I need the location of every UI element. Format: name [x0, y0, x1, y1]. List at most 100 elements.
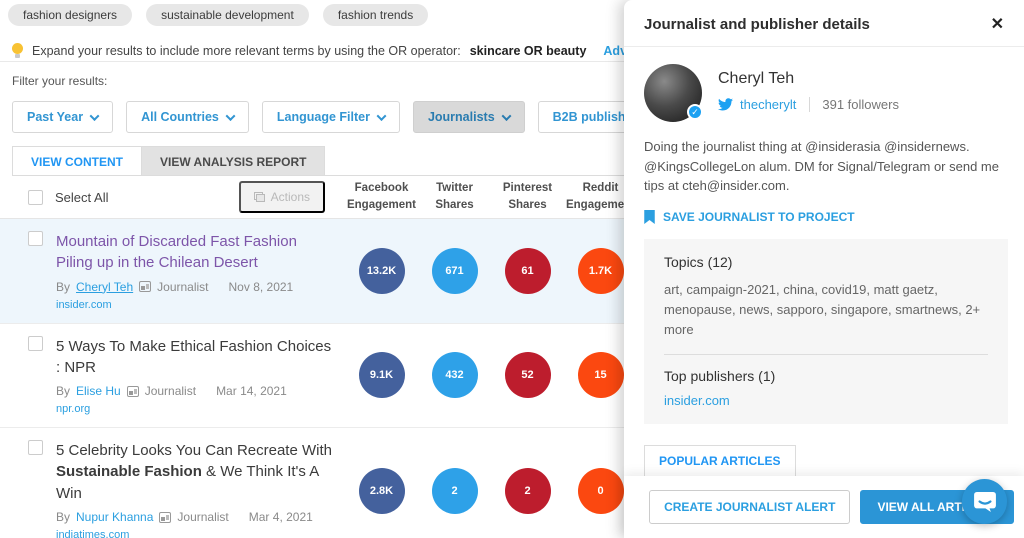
- article-title[interactable]: 5 Ways To Make Ethical Fashion Choices :…: [56, 337, 332, 376]
- filter-language[interactable]: Language Filter: [261, 101, 400, 133]
- facebook-engagement-bubble: 2.8K: [358, 467, 405, 514]
- tip-text: Expand your results to include more rele…: [32, 43, 461, 58]
- author-link[interactable]: Elise Hu: [76, 384, 121, 399]
- article-row: 5 Celebrity Looks You Can Recreate With …: [0, 428, 1024, 538]
- filter-label: Journalists: [427, 110, 495, 124]
- filter-label: All Countries: [141, 110, 219, 124]
- domain-link[interactable]: npr.org: [56, 403, 91, 416]
- chevron-down-icon: [225, 110, 236, 121]
- verified-badge-icon: ✓: [687, 104, 703, 120]
- article-meta: By Cheryl Teh Journalist Nov 8, 2021: [56, 279, 294, 294]
- row-checkbox[interactable]: [28, 440, 43, 456]
- close-icon[interactable]: ✕: [990, 16, 1004, 33]
- chevron-down-icon: [89, 110, 100, 121]
- table-header: Select All Actions Facebook Engagement Tw…: [0, 176, 1024, 219]
- article-row: 5 Ways To Make Ethical Fashion Choices :…: [0, 324, 1024, 429]
- save-journalist-label: SAVE JOURNALIST TO PROJECT: [663, 209, 855, 224]
- panel-tabs: POPULAR ARTICLES: [644, 444, 1008, 477]
- search-tags: fashion designers sustainable developmen…: [8, 4, 1024, 26]
- article-meta: By Elise Hu Journalist Mar 14, 2021: [56, 384, 287, 399]
- article-title[interactable]: Mountain of Discarded Fast Fashion Pilin…: [56, 233, 297, 272]
- reddit-engagement-bubble: 15: [577, 352, 624, 399]
- main-tabs: VIEW CONTENT VIEW ANALYSIS REPORT: [12, 146, 1024, 176]
- journalist-badge-icon: [126, 385, 139, 397]
- filter-all-countries[interactable]: All Countries: [126, 101, 249, 133]
- chevron-down-icon: [376, 110, 387, 121]
- pinterest-shares-bubble: 52: [504, 352, 551, 399]
- save-journalist-button[interactable]: SAVE JOURNALIST TO PROJECT: [624, 196, 1024, 224]
- journalist-badge-icon: [139, 281, 152, 293]
- chat-widget-button[interactable]: [962, 479, 1007, 524]
- article-date: Mar 4, 2021: [248, 510, 313, 525]
- profile-info: Cheryl Teh thecherylt 391 followers: [718, 64, 899, 122]
- filter-label: Past Year: [27, 110, 84, 124]
- publisher-link[interactable]: insider.com: [664, 392, 730, 408]
- top-publishers-title: Top publishers (1): [664, 367, 776, 384]
- reddit-engagement-bubble: 1.7K: [577, 247, 624, 294]
- article-title[interactable]: 5 Celebrity Looks You Can Recreate With …: [56, 442, 332, 502]
- actions-button[interactable]: Actions: [238, 181, 325, 213]
- journalist-name: Cheryl Teh: [718, 70, 795, 87]
- author-role: Journalist: [144, 384, 197, 399]
- card-divider: [664, 353, 988, 355]
- journalist-details-panel: Journalist and publisher details ✕ ✓ Che…: [624, 0, 1024, 538]
- tag-chip[interactable]: fashion designers: [8, 4, 133, 26]
- column-header-facebook: Facebook Engagement: [346, 181, 416, 211]
- reddit-engagement-bubble: 0: [577, 467, 624, 514]
- journalist-profile: ✓ Cheryl Teh thecherylt 391 followers: [624, 47, 1024, 122]
- article-date: Mar 14, 2021: [216, 384, 287, 399]
- panel-header: Journalist and publisher details ✕: [624, 0, 1024, 47]
- tab-view-content[interactable]: VIEW CONTENT: [12, 146, 142, 175]
- chevron-down-icon: [501, 110, 512, 121]
- row-checkbox[interactable]: [28, 335, 43, 351]
- tab-view-analysis-report[interactable]: VIEW ANALYSIS REPORT: [142, 146, 326, 175]
- filter-journalists[interactable]: Journalists: [412, 101, 525, 133]
- select-all-label: Select All: [55, 189, 109, 205]
- actions-label: Actions: [270, 190, 310, 204]
- column-header-twitter: Twitter Shares: [435, 181, 474, 211]
- article-date: Nov 8, 2021: [228, 279, 294, 294]
- select-all: Select All: [28, 189, 109, 205]
- journalist-badge-icon: [159, 511, 172, 523]
- create-journalist-alert-button[interactable]: CREATE JOURNALIST ALERT: [649, 490, 851, 524]
- avatar: ✓: [644, 64, 703, 122]
- filter-past-year[interactable]: Past Year: [12, 101, 114, 133]
- table-header-left: Select All Actions: [28, 181, 345, 213]
- author-link[interactable]: Nupur Khanna: [76, 510, 154, 525]
- topics-title: Topics (12): [664, 253, 733, 270]
- tab-popular-articles[interactable]: POPULAR ARTICLES: [644, 444, 796, 477]
- row-checkbox[interactable]: [28, 231, 43, 246]
- column-header-pinterest: Pinterest Shares: [502, 181, 553, 211]
- twitter-handle-link[interactable]: thecherylt: [740, 97, 797, 112]
- pinterest-shares-bubble: 2: [504, 467, 551, 514]
- panel-title: Journalist and publisher details: [644, 15, 870, 33]
- facebook-engagement-bubble: 13.2K: [358, 247, 405, 294]
- topics-list: art, campaign-2021, china, covid19, matt…: [664, 281, 981, 337]
- author-link[interactable]: Cheryl Teh: [76, 279, 134, 294]
- domain-link[interactable]: indiatimes.com: [56, 529, 130, 538]
- twitter-row: thecherylt 391 followers: [718, 97, 899, 112]
- pinterest-shares-bubble: 61: [504, 247, 551, 294]
- topics-publishers-card: Topics (12) art, campaign-2021, china, c…: [644, 238, 1008, 424]
- panel-footer: CREATE JOURNALIST ALERT VIEW ALL ARTICLE…: [624, 476, 1024, 538]
- topbar: fashion designers sustainable developmen…: [0, 0, 1024, 62]
- journalist-bio: Doing the journalist thing at @insideras…: [644, 139, 999, 193]
- tag-chip[interactable]: sustainable development: [146, 4, 309, 26]
- domain-link[interactable]: insider.com: [56, 298, 112, 311]
- filter-label: Language Filter: [276, 110, 370, 124]
- filter-heading: Filter your results:: [12, 74, 108, 88]
- tip-highlight: skincare OR beauty: [469, 43, 587, 58]
- column-header-reddit: Reddit Engagement: [565, 181, 635, 211]
- twitter-shares-bubble: 432: [431, 352, 478, 399]
- author-role: Journalist: [177, 510, 229, 525]
- article-meta: By Nupur Khanna Journalist Mar 4, 2021: [56, 510, 313, 525]
- tag-chip[interactable]: fashion trends: [322, 4, 429, 26]
- lightbulb-icon: [12, 43, 23, 58]
- select-all-checkbox[interactable]: [28, 189, 43, 205]
- facebook-engagement-bubble: 9.1K: [358, 352, 405, 399]
- filter-label: B2B publishers: [552, 110, 645, 124]
- layers-icon: [253, 192, 265, 202]
- twitter-shares-bubble: 2: [431, 467, 478, 514]
